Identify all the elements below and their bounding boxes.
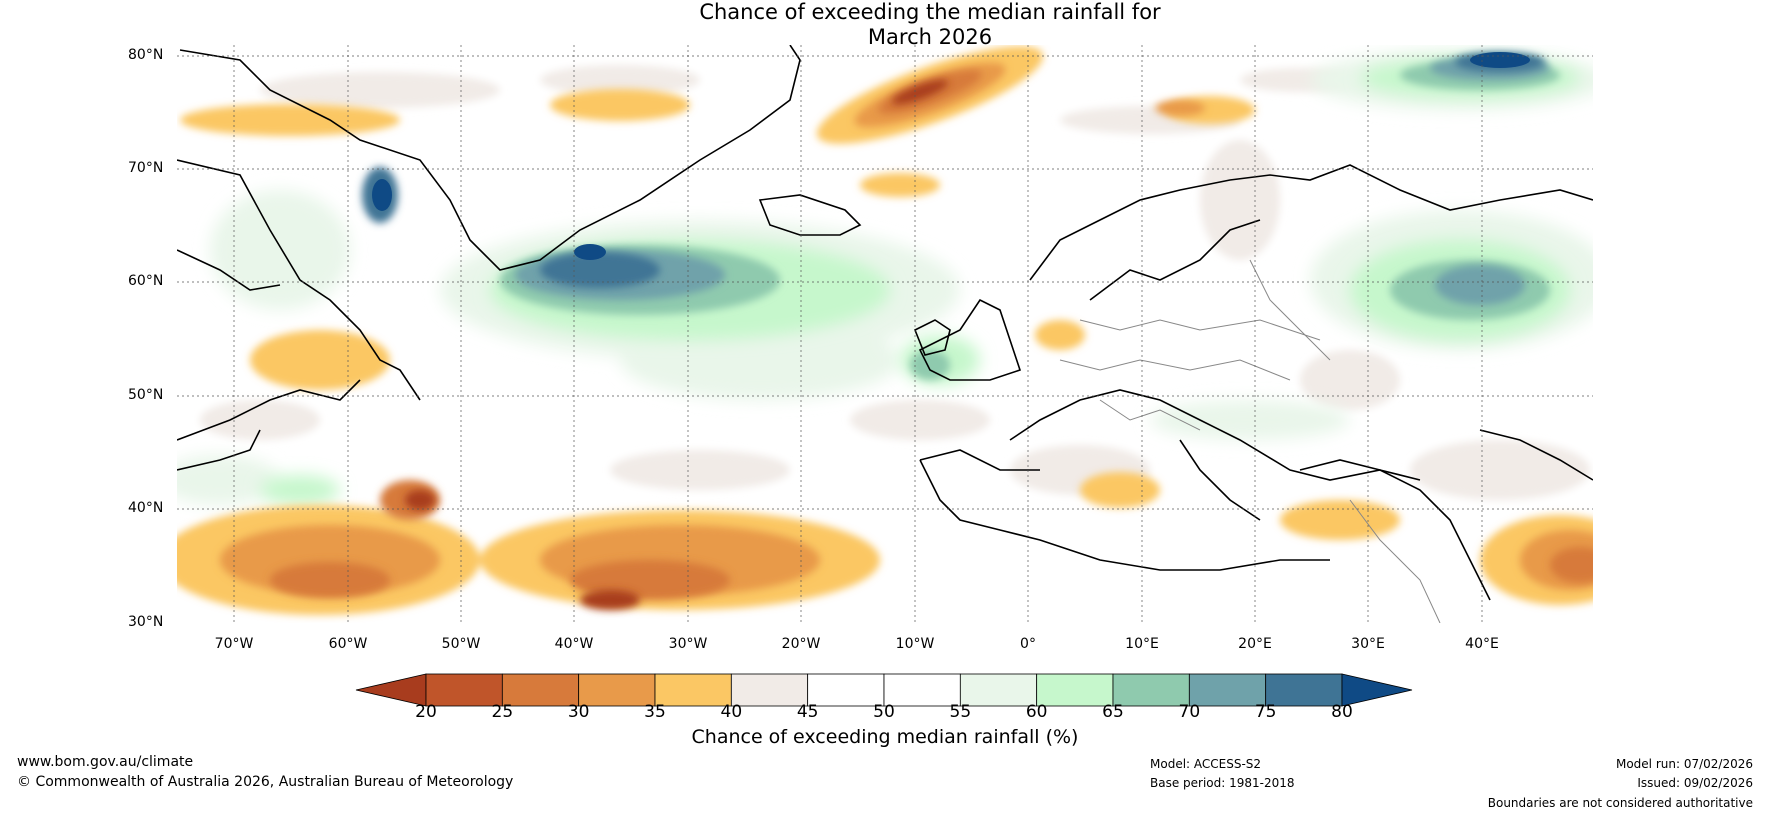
colorbar-tick-label: 65 [1102,702,1124,722]
colorbar-tick-label: 80 [1331,702,1353,722]
lon-label-10e: 10°E [1125,636,1159,652]
title-line-1: Chance of exceeding the median rainfall … [699,0,1161,24]
colorbar-segment [501,673,580,707]
colorbar-segment [807,673,885,707]
colorbar-tick-label: 70 [1178,702,1201,722]
coastlines [177,45,1593,601]
colorbar-tick-label: 60 [1025,702,1048,722]
wetter-anomalies [177,50,1593,505]
lat-label-80n: 80°N [128,47,164,63]
lon-label-40w: 40°W [554,636,594,652]
lat-label-30n: 30°N [128,614,164,630]
map-panel [177,45,1593,623]
lon-label-10w: 10°W [895,636,935,652]
footer-base-period: Base period: 1981-2018 [1150,776,1295,790]
drier-anomalies [177,46,1593,615]
footer-copyright: © Commonwealth of Australia 2026, Austra… [17,774,514,790]
lon-label-60w: 60°W [328,636,368,652]
colorbar-tick-label: 75 [1254,702,1277,722]
colorbar-segment [959,673,1038,707]
colorbar-segment [1265,673,1343,707]
footer-disclaimer: Boundaries are not considered authoritat… [1487,796,1753,810]
rainfall-map [177,45,1593,623]
colorbar-segment [654,673,732,707]
footer-model-run: Model run: 07/02/2026 [1615,757,1753,771]
near-median-patches [200,65,1590,500]
colorbar-segment [425,673,503,707]
footer-issued: Issued: 09/02/2026 [1637,776,1753,790]
colorbar-segment [1112,673,1190,707]
colorbar-tick-label: 25 [491,702,514,722]
colorbar-segment [883,673,961,707]
lat-label-40n: 40°N [128,500,164,516]
lon-label-70w: 70°W [214,636,254,652]
colorbar-segment [1036,673,1114,707]
lon-label-20e: 20°E [1238,636,1272,652]
lon-label-30e: 30°E [1351,636,1385,652]
lat-label-50n: 50°N [128,387,164,403]
colorbar-extend-high [1341,673,1413,707]
country-borders [1059,259,1441,623]
colorbar [355,673,1413,707]
map-plot-area [177,45,1593,623]
footer-website: www.bom.gov.au/climate [17,754,194,770]
colorbar-tick-label: 55 [949,702,972,722]
lat-label-70n: 70°N [128,160,164,176]
colorbar-label: Chance of exceeding median rainfall (%) [691,726,1079,748]
lat-label-60n: 60°N [128,273,164,289]
colorbar-tick-label: 40 [720,702,743,722]
graticule [177,45,1593,623]
colorbar-tick-label: 30 [567,702,590,722]
colorbar-tick-label: 20 [415,702,437,722]
lon-label-40e: 40°E [1465,636,1499,652]
footer-model: Model: ACCESS-S2 [1150,757,1262,771]
lon-label-0: 0° [1020,636,1036,652]
colorbar-tick-label: 45 [796,702,819,722]
lon-label-50w: 50°W [441,636,481,652]
colorbar-segment [1188,673,1267,707]
colorbar-segment [578,673,656,707]
colorbar-tick-label: 35 [644,702,666,722]
chart-title: Chance of exceeding the median rainfall … [0,0,1770,50]
lon-label-20w: 20°W [781,636,821,652]
colorbar-tick-label: 50 [873,702,895,722]
lon-label-30w: 30°W [668,636,708,652]
